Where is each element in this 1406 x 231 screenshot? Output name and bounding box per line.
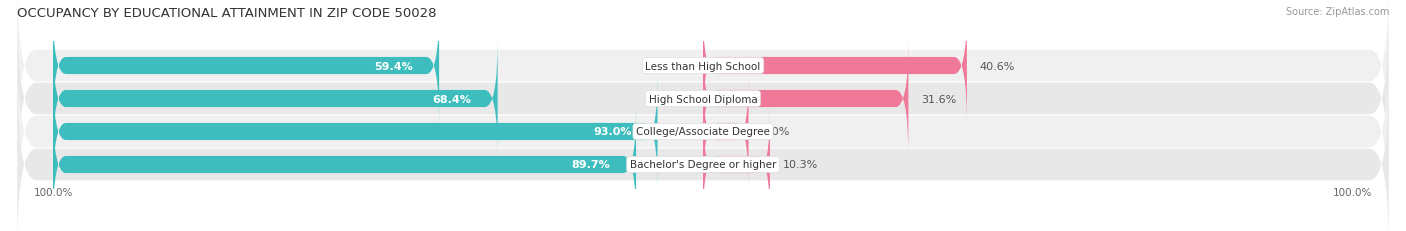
Text: 100.0%: 100.0%	[1333, 187, 1372, 197]
Text: High School Diploma: High School Diploma	[648, 94, 758, 104]
Text: Bachelor's Degree or higher: Bachelor's Degree or higher	[630, 160, 776, 170]
Text: Source: ZipAtlas.com: Source: ZipAtlas.com	[1285, 7, 1389, 17]
FancyBboxPatch shape	[703, 108, 770, 222]
Text: 93.0%: 93.0%	[593, 127, 631, 137]
Text: 40.6%: 40.6%	[980, 61, 1015, 71]
FancyBboxPatch shape	[53, 42, 498, 156]
Text: 31.6%: 31.6%	[921, 94, 956, 104]
FancyBboxPatch shape	[53, 108, 636, 222]
FancyBboxPatch shape	[17, 16, 1389, 182]
FancyBboxPatch shape	[703, 42, 908, 156]
Text: 59.4%: 59.4%	[374, 61, 413, 71]
Text: 100.0%: 100.0%	[34, 187, 73, 197]
Text: Less than High School: Less than High School	[645, 61, 761, 71]
Text: 68.4%: 68.4%	[433, 94, 471, 104]
FancyBboxPatch shape	[703, 75, 748, 189]
Text: College/Associate Degree: College/Associate Degree	[636, 127, 770, 137]
FancyBboxPatch shape	[53, 75, 658, 189]
Text: 7.0%: 7.0%	[762, 127, 790, 137]
FancyBboxPatch shape	[703, 9, 967, 123]
FancyBboxPatch shape	[17, 0, 1389, 149]
Text: 10.3%: 10.3%	[783, 160, 818, 170]
FancyBboxPatch shape	[17, 82, 1389, 231]
Text: OCCUPANCY BY EDUCATIONAL ATTAINMENT IN ZIP CODE 50028: OCCUPANCY BY EDUCATIONAL ATTAINMENT IN Z…	[17, 7, 436, 20]
FancyBboxPatch shape	[17, 49, 1389, 215]
Text: 89.7%: 89.7%	[571, 160, 610, 170]
FancyBboxPatch shape	[53, 9, 439, 123]
